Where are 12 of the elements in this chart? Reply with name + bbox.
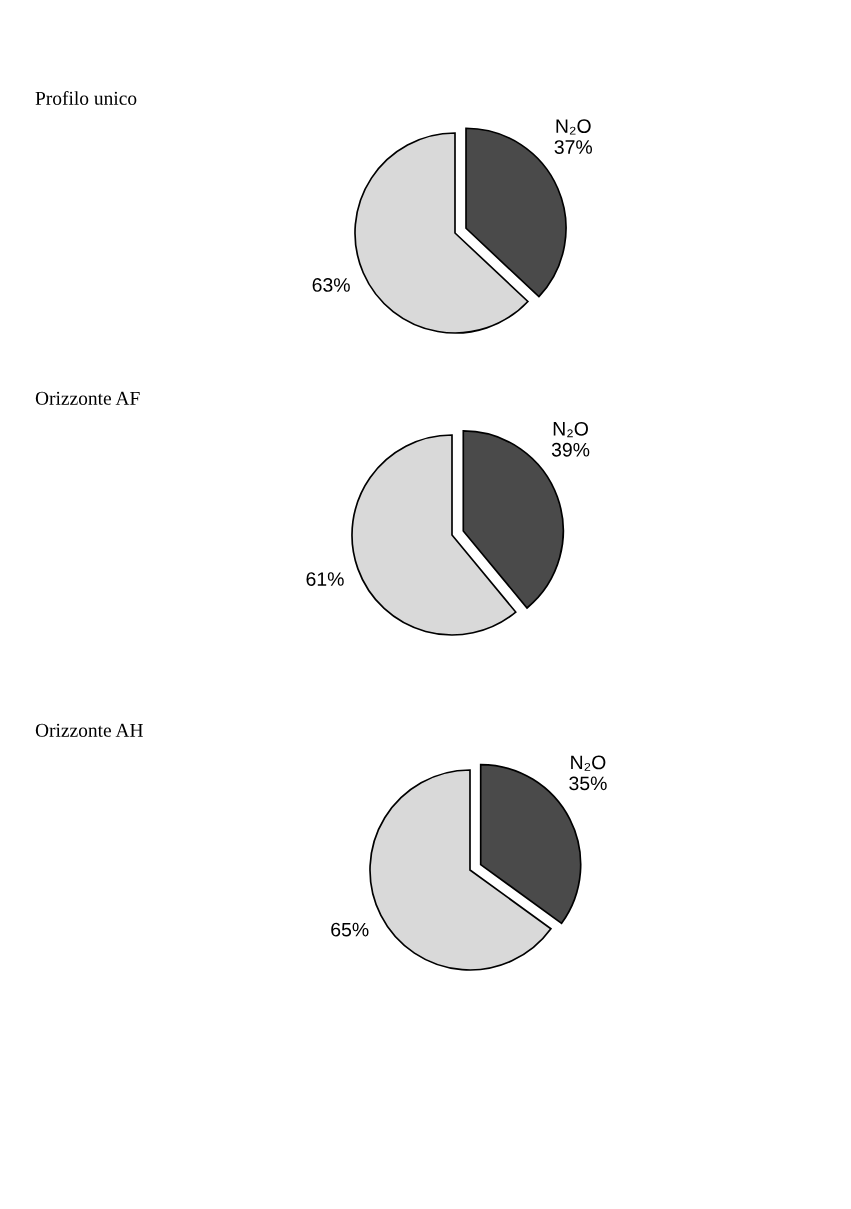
slice-label: N₂O xyxy=(571,755,606,771)
text: Profilo unico xyxy=(35,90,137,105)
data-label: 63% xyxy=(312,278,350,292)
text: Orizzonte AF xyxy=(35,391,140,405)
text: Orizzonte AH xyxy=(35,723,143,737)
data-label: 35% xyxy=(569,776,607,791)
slice-label: N₂O xyxy=(556,119,591,135)
data-label: 65% xyxy=(331,922,369,937)
data-label: 37% xyxy=(554,140,593,154)
data-label: 39% xyxy=(551,442,590,457)
slice-label: N₂O xyxy=(553,421,588,438)
data-label: 61% xyxy=(306,572,344,586)
